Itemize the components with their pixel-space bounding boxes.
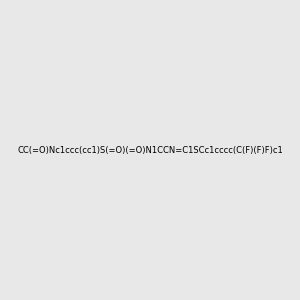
- Text: CC(=O)Nc1ccc(cc1)S(=O)(=O)N1CCN=C1SCc1cccc(C(F)(F)F)c1: CC(=O)Nc1ccc(cc1)S(=O)(=O)N1CCN=C1SCc1cc…: [17, 146, 283, 154]
